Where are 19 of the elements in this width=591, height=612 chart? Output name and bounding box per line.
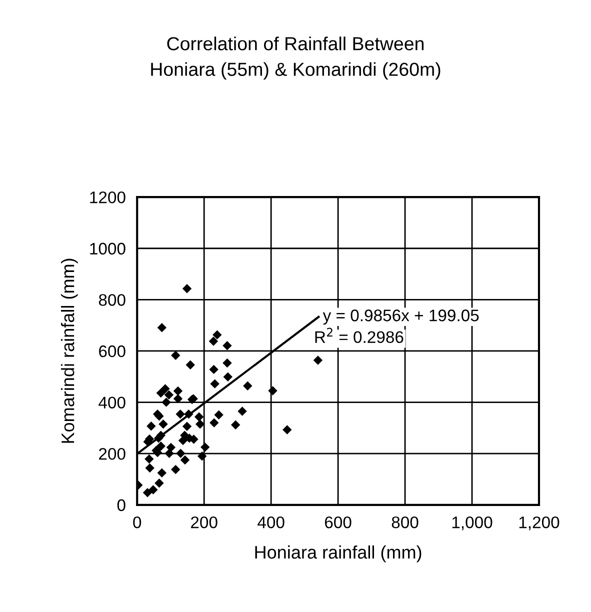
y-axis-title: Komarindi rainfall (mm) — [60, 258, 78, 443]
x-tick-label: 600 — [324, 516, 352, 528]
x-axis-title: Honiara rainfall (mm) — [255, 545, 422, 562]
x-tick-label: 0 — [133, 516, 142, 528]
y-tick-label: 1000 — [90, 242, 126, 255]
x-tick-label: 1,200 — [519, 516, 560, 530]
x-tick-label: 800 — [392, 516, 418, 528]
y-tick-label: 1200 — [90, 191, 126, 204]
annotation: y = 0.9856x + 199.05 — [322, 310, 479, 325]
x-tick-label: 1,000 — [452, 516, 492, 530]
y-tick-label: 800 — [98, 294, 126, 306]
y-tick-label: 600 — [99, 345, 126, 358]
y-tick-label: 400 — [98, 396, 126, 408]
y-tick-label: 0 — [117, 499, 126, 512]
chart-title: Correlation of Rainfall Between Honiara (55m) & Komarindi (260m) — [151, 36, 440, 80]
annotation: R$^{2}$ = 0.2986 — [315, 328, 404, 344]
x-tick-label: 200 — [191, 516, 218, 528]
y-tick-label: 200 — [99, 448, 126, 460]
x-tick-label: 400 — [258, 516, 284, 528]
